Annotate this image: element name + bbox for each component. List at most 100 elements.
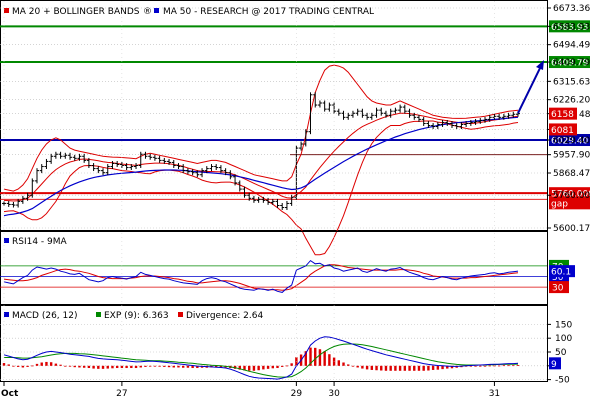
price-axis: 6673.36 6583.93 6494.49 6409.79 6315.63 6226.…	[547, 4, 590, 234]
rsi-tick-tag	[549, 281, 569, 294]
macd-panel-frame	[0, 305, 548, 382]
macd-legend: MACD (26, 12) EXP (9): 6.363 Divergence:…	[4, 311, 263, 321]
price-legend: MA 20 + BOLLINGER BANDS ® MA 50 - RESEAR…	[4, 7, 374, 17]
rsi-tick-label: 30	[552, 284, 564, 294]
divergence-bar	[497, 365, 501, 367]
divergence-bar	[446, 365, 449, 369]
divergence-bar	[111, 365, 114, 369]
divergence-bar	[92, 365, 95, 369]
price-tick-label: 6226.20	[553, 96, 590, 106]
divergence-bar	[361, 365, 364, 369]
divergence-bar	[219, 365, 223, 368]
price-tick-label: 6315.63	[553, 77, 590, 87]
price-tick-label: 6409.79	[553, 58, 590, 68]
divergence-bar	[479, 365, 482, 367]
divergence-bar	[469, 365, 473, 367]
divergence-bar	[139, 365, 142, 368]
divergence-bar	[49, 362, 53, 366]
rsi-current-tag	[549, 265, 575, 278]
legend-ma20-label: MA 20 + BOLLINGER BANDS	[12, 7, 140, 17]
divergence-bar	[40, 362, 43, 366]
x-tick-label: Oct	[1, 389, 19, 399]
gap-tag-label: gap	[551, 199, 568, 209]
divergence-bar	[370, 365, 374, 370]
macd-tick-label: 100	[555, 334, 572, 344]
rsi-panel-frame	[0, 231, 548, 305]
macd-axis: 150100500-509	[547, 320, 572, 386]
divergence-bar	[177, 365, 180, 368]
divergence-bar	[427, 365, 430, 371]
x-tick-label: 30	[328, 389, 340, 399]
gap-tag	[549, 197, 590, 210]
divergence-bar	[31, 365, 34, 367]
divergence-bar	[309, 347, 312, 366]
target-arrow-head	[536, 60, 544, 71]
price-tick-label: 6673.36	[553, 4, 590, 14]
divergence-bar	[181, 365, 185, 368]
divergence-bar	[290, 363, 293, 366]
divergence-bar	[54, 363, 58, 366]
divergence-bar	[285, 365, 289, 367]
divergence-bar	[186, 365, 190, 368]
divergence-bar	[384, 365, 388, 371]
divergence-bar	[26, 365, 29, 367]
divergence-bar	[215, 365, 218, 368]
x-axis: Oct 27 29 30 31	[1, 1, 500, 399]
divergence-bar	[271, 365, 274, 369]
legend-ma50-swatch	[154, 8, 159, 13]
level-tag-label-3: 5760.000	[551, 190, 590, 200]
rsi-panel: 70503060.1 RSI14 - 9MA	[0, 231, 575, 305]
legend-ma50-label: MA 50 - RESEARCH @ 2017 TRADING CENTRAL	[163, 7, 374, 17]
rsi-grid	[0, 265, 547, 288]
macd-tick-label: 150	[555, 320, 572, 330]
divergence-bar	[158, 365, 161, 367]
price-candles	[2, 92, 520, 210]
price-panel-frame	[0, 0, 548, 231]
divergence-bar	[488, 365, 491, 367]
divergence-bar	[238, 365, 241, 370]
level-tag-0	[549, 20, 590, 33]
divergence-bar	[375, 365, 378, 371]
divergence-bar	[394, 365, 397, 371]
divergence-bar	[153, 365, 157, 367]
divergence-bar	[82, 365, 86, 368]
legend-exp-swatch	[96, 312, 101, 317]
divergence-bar	[403, 365, 407, 371]
macd-tick-label: 50	[555, 348, 567, 358]
x-tick-label: 29	[291, 389, 303, 399]
legend-divergence-swatch	[178, 312, 183, 317]
ma20-value-tag	[549, 123, 577, 136]
divergence-bar	[351, 365, 355, 367]
divergence-bar	[12, 365, 15, 367]
level-tag-1	[549, 56, 590, 69]
divergence-bar	[163, 365, 166, 367]
divergence-bar	[337, 360, 341, 366]
divergence-bar	[502, 365, 506, 367]
divergence-bar	[59, 364, 62, 366]
price-tick-label: 5600.17	[553, 224, 590, 234]
divergence-bar	[323, 351, 326, 366]
divergence-bar	[144, 365, 147, 367]
divergence-bar	[148, 365, 152, 367]
divergence-bar	[281, 365, 284, 367]
divergence-bar	[191, 365, 194, 369]
rsi-legend: RSI14 - 9MA	[4, 237, 68, 247]
last-price-suffix: 48	[579, 110, 590, 120]
divergence-bar	[328, 354, 331, 366]
divergence-bar	[450, 365, 454, 369]
ma20-line	[3, 112, 519, 202]
rsi-series	[3, 259, 519, 293]
divergence-bar	[257, 365, 260, 371]
price-tick-label: 5760.000	[553, 191, 590, 201]
x-tick-label: 31	[489, 389, 500, 399]
price-tick-label: 6029.40	[553, 136, 590, 146]
legend-divergence-label: Divergence: 2.64	[186, 311, 263, 321]
divergence-bar	[422, 365, 425, 371]
divergence-bar	[248, 365, 251, 371]
divergence-bar	[16, 365, 20, 367]
divergence-bar	[134, 365, 138, 369]
divergence-bar	[474, 365, 477, 367]
legend-macd-label: MACD (26, 12)	[12, 311, 78, 321]
